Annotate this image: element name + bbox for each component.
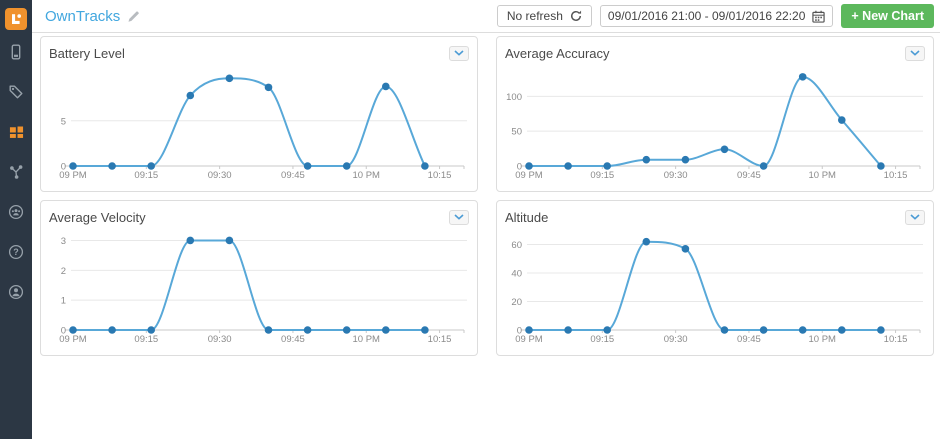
chart-panel-altitude: Altitude 09 PM 09:15 09:30 09:45 10 PM 10:15 0… [496,200,934,356]
account-icon [8,284,24,300]
sidebar-item-tags[interactable] [0,84,32,100]
svg-text:09:30: 09:30 [664,334,688,345]
sidebar-item-account[interactable] [0,284,32,300]
svg-text:09:30: 09:30 [664,170,688,181]
chart-panel-battery-level: Battery Level 09 PM 09:15 09:30 09:45 10 PM 1… [40,36,478,192]
chart-menu-button[interactable] [449,45,469,61]
refresh-interval-button[interactable]: No refresh [496,5,592,27]
battery-level-chart[interactable]: 09 PM 09:15 09:30 09:45 10 PM 10:15 0 5 [49,64,469,185]
chart-title: Average Velocity [49,209,146,225]
svg-text:10:15: 10:15 [884,170,908,181]
svg-text:10:15: 10:15 [428,170,452,181]
date-range-input[interactable]: 09/01/2016 21:00 - 09/01/2016 22:20 [599,5,834,27]
pencil-icon [128,10,140,22]
chart-panel-average-velocity: Average Velocity 09 PM 09:15 09:30 09:45 10 … [40,200,478,356]
average-velocity-chart[interactable]: 09 PM 09:15 09:30 09:45 10 PM 10:15 0 1 2 3 [49,228,469,349]
svg-text:0: 0 [517,162,522,173]
svg-text:0: 0 [61,162,66,173]
svg-text:09:15: 09:15 [134,334,158,345]
chart-title: Battery Level [49,45,125,61]
sidebar-item-devices[interactable] [0,44,32,60]
altitude-chart[interactable]: 09 PM 09:15 09:30 09:45 10 PM 10:15 0 20 40 60 [505,228,925,349]
sidebar-item-dashboards[interactable] [0,124,32,140]
edit-title-button[interactable] [127,10,140,23]
help-icon: ? [8,244,24,260]
page-title: OwnTracks [45,7,121,25]
svg-text:2: 2 [61,266,66,277]
average-accuracy-chart[interactable]: 09 PM 09:15 09:30 09:45 10 PM 10:15 0 50 100 [505,64,925,185]
refresh-icon [570,10,581,21]
svg-text:1: 1 [61,296,66,307]
dashboard-grid-icon [9,126,23,138]
chevron-down-icon [454,214,464,220]
svg-text:09:30: 09:30 [208,334,232,345]
svg-text:09 PM: 09 PM [59,334,87,345]
svg-text:0: 0 [517,326,522,337]
svg-text:20: 20 [511,297,522,308]
svg-text:09:45: 09:45 [737,334,761,345]
svg-text:0: 0 [61,326,66,337]
svg-text:09:30: 09:30 [208,170,232,181]
chart-menu-button[interactable] [905,209,925,225]
svg-text:09:45: 09:45 [281,334,305,345]
new-chart-button[interactable]: + New Chart [841,4,934,28]
sidebar: ? [0,0,32,439]
community-icon [8,204,24,220]
chevron-down-icon [910,214,920,220]
logo-icon [12,14,21,24]
chart-menu-button[interactable] [449,209,469,225]
svg-text:10 PM: 10 PM [809,334,837,345]
chart-menu-button[interactable] [905,45,925,61]
sidebar-item-community[interactable] [0,204,32,220]
chart-title: Altitude [505,209,549,225]
svg-text:09:15: 09:15 [590,170,614,181]
svg-text:09:45: 09:45 [737,170,761,181]
app-logo[interactable] [5,8,27,30]
sidebar-item-workflows[interactable] [0,164,32,180]
svg-text:10 PM: 10 PM [353,170,381,181]
chart-title: Average Accuracy [505,45,610,61]
chart-panel-average-accuracy: Average Accuracy 09 PM 09:15 09:30 09:45 10 … [496,36,934,192]
svg-text:09:15: 09:15 [134,170,158,181]
refresh-interval-label: No refresh [506,9,563,23]
date-range-value: 09/01/2016 21:00 - 09/01/2016 22:20 [607,9,806,23]
workflow-icon [10,165,23,179]
chevron-down-icon [454,50,464,56]
svg-text:10 PM: 10 PM [809,170,837,181]
calendar-icon [812,10,826,23]
sidebar-item-help[interactable]: ? [0,244,32,260]
svg-text:?: ? [13,247,19,257]
svg-text:10:15: 10:15 [428,334,452,345]
chevron-down-icon [910,50,920,56]
svg-text:10 PM: 10 PM [353,334,381,345]
svg-text:10:15: 10:15 [884,334,908,345]
svg-text:100: 100 [506,92,522,103]
tag-icon [9,85,23,99]
svg-text:60: 60 [511,240,522,251]
svg-text:3: 3 [61,236,66,247]
svg-text:09:45: 09:45 [281,170,305,181]
svg-text:09 PM: 09 PM [515,170,543,181]
svg-text:09 PM: 09 PM [59,170,87,181]
svg-text:09:15: 09:15 [590,334,614,345]
svg-text:50: 50 [511,127,522,138]
charts-grid: Battery Level 09 PM 09:15 09:30 09:45 10 PM 1… [32,33,940,356]
device-icon [11,44,21,60]
svg-text:40: 40 [511,269,522,280]
svg-text:5: 5 [61,116,66,127]
header: OwnTracks No refresh 09/01/2016 21:00 - … [32,0,940,33]
svg-text:09 PM: 09 PM [515,334,543,345]
